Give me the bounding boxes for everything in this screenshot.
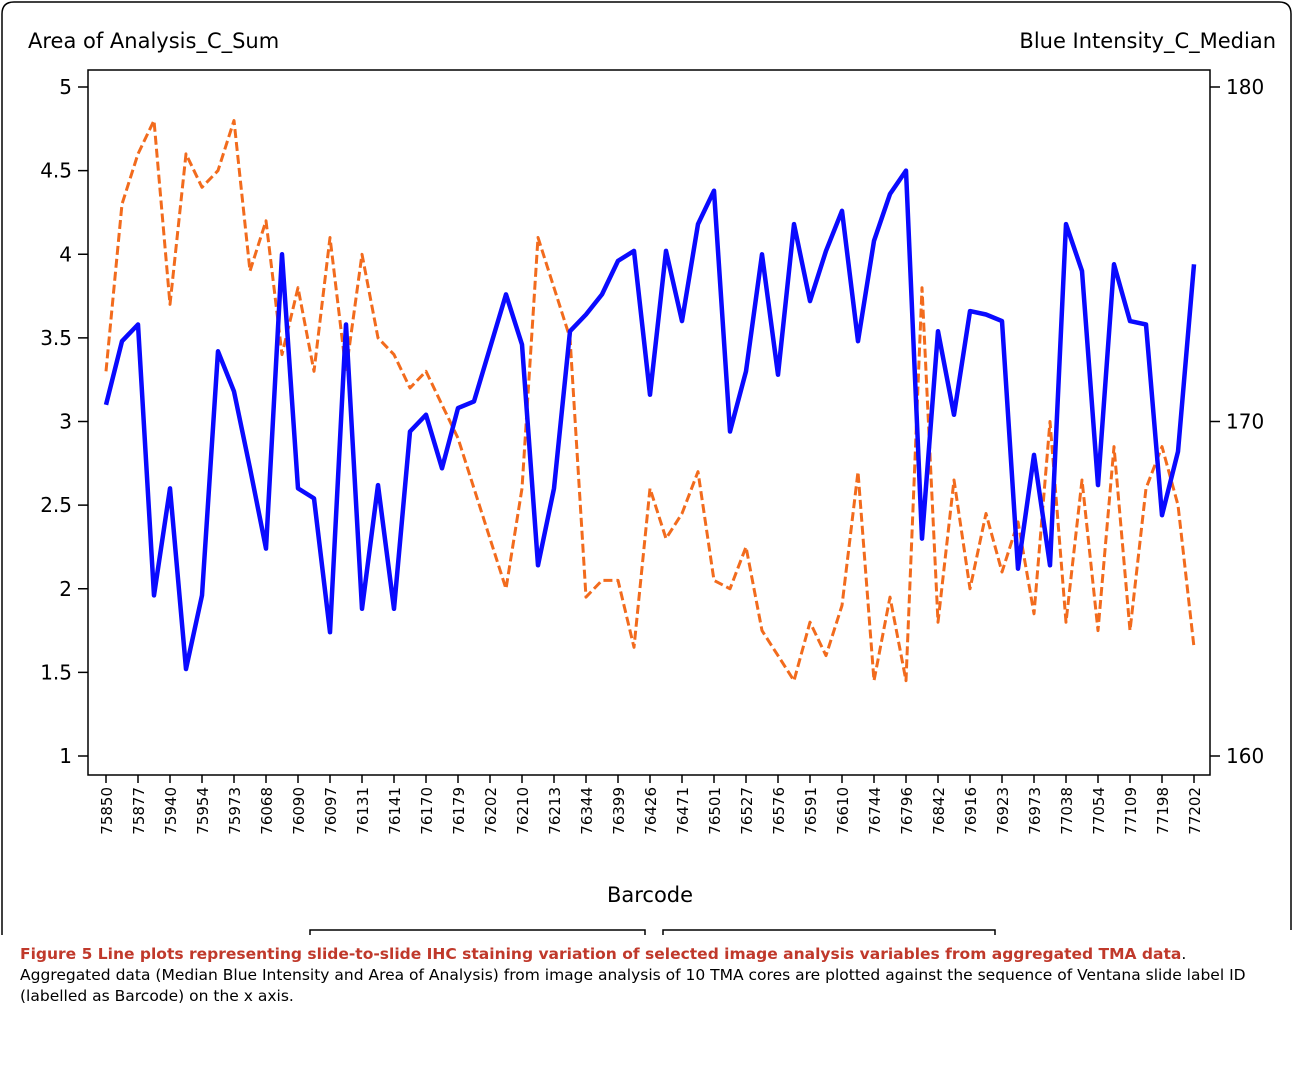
x-tick-label: 77054 bbox=[1090, 787, 1108, 835]
legend-box bbox=[662, 929, 996, 935]
x-tick-label: 76090 bbox=[290, 787, 308, 835]
x-tick-label: 77198 bbox=[1154, 787, 1172, 835]
x-tick-label: 76744 bbox=[866, 787, 884, 835]
chart: Area of Analysis_C_Sum Blue Intensity_C_… bbox=[1, 1, 1292, 935]
y-tick-label: 4 bbox=[59, 242, 72, 266]
x-tick-label: 76210 bbox=[514, 787, 532, 835]
y-tick-label: 5 bbox=[59, 75, 72, 99]
y-tick-label: 1.5 bbox=[40, 660, 72, 684]
x-tick-label: 75877 bbox=[130, 787, 148, 835]
x-tick-label: 76923 bbox=[994, 787, 1012, 835]
x-axis-title: Barcode bbox=[607, 883, 693, 907]
x-tick-label: 75850 bbox=[98, 787, 116, 835]
x-tick-label: 76213 bbox=[546, 787, 564, 835]
y-tick-label: 2 bbox=[59, 577, 72, 601]
x-tick-label: 76796 bbox=[898, 787, 916, 835]
y2-axis-title: Blue Intensity_C_Median bbox=[1019, 29, 1276, 54]
caption: Figure 5 Line plots representing slide-t… bbox=[20, 944, 1275, 1007]
y-tick-label: 2.5 bbox=[40, 493, 72, 517]
x-tick-label: 75940 bbox=[162, 787, 180, 835]
x-tick-label: 76471 bbox=[674, 787, 692, 835]
y-axis-title: Area of Analysis_C_Sum bbox=[28, 29, 279, 54]
y2-tick-label: 170 bbox=[1226, 410, 1264, 434]
data-line bbox=[103, 168, 1197, 672]
x-tick-label: 76141 bbox=[386, 787, 404, 835]
figure-border bbox=[1, 1, 1292, 935]
x-tick-label: 77038 bbox=[1058, 787, 1076, 835]
data-line bbox=[104, 119, 1196, 683]
x-tick-label: 76576 bbox=[770, 787, 788, 835]
x-tick-label: 76344 bbox=[578, 787, 596, 835]
x-tick-label: 76591 bbox=[802, 787, 820, 835]
x-tick-label: 76202 bbox=[482, 787, 500, 835]
caption-title: Figure 5 Line plots representing slide-t… bbox=[20, 945, 1182, 963]
y-tick-label: 3 bbox=[59, 410, 72, 434]
x-tick-label: 76842 bbox=[930, 787, 948, 835]
x-tick-label: 75954 bbox=[194, 787, 212, 835]
x-tick-label: 76399 bbox=[610, 787, 628, 835]
plot-frame bbox=[87, 69, 1211, 776]
y2-tick-label: 180 bbox=[1226, 75, 1264, 99]
x-tick-label: 76131 bbox=[354, 787, 372, 835]
x-tick-label: 76097 bbox=[322, 787, 340, 835]
x-tick-label: 76916 bbox=[962, 787, 980, 835]
x-tick-label: 76527 bbox=[738, 787, 756, 835]
x-tick-label: 76170 bbox=[418, 787, 436, 835]
x-tick-label: 76426 bbox=[642, 787, 660, 835]
x-tick-label: 76610 bbox=[834, 787, 852, 835]
y-tick-label: 3.5 bbox=[40, 326, 72, 350]
x-tick-label: 75973 bbox=[226, 787, 244, 835]
x-tick-label: 76973 bbox=[1026, 787, 1044, 835]
x-tick-label: 76179 bbox=[450, 787, 468, 835]
x-tick-label: 76068 bbox=[258, 787, 276, 835]
legend-box bbox=[309, 929, 646, 935]
caption-text: . Aggregated data (Median Blue Intensity… bbox=[20, 945, 1246, 1005]
y2-tick-label: 160 bbox=[1226, 744, 1264, 768]
x-tick-label: 77202 bbox=[1186, 787, 1204, 835]
x-tick-label: 76501 bbox=[706, 787, 724, 835]
y-tick-label: 1 bbox=[59, 744, 72, 768]
x-tick-label: 77109 bbox=[1122, 787, 1140, 835]
y-tick-label: 4.5 bbox=[40, 159, 72, 183]
